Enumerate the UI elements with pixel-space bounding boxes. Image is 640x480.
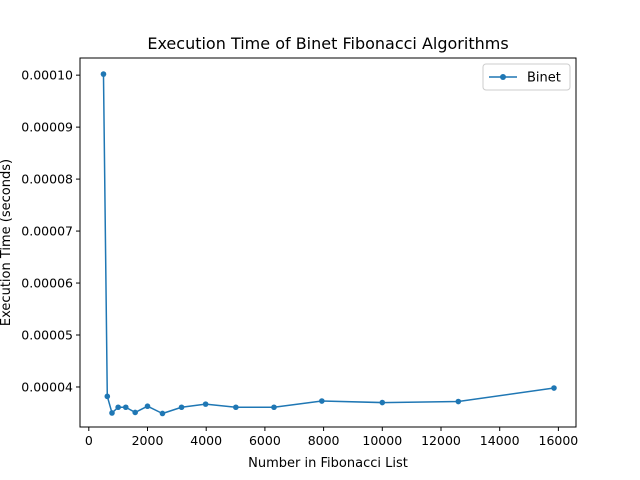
data-point [379,399,386,406]
data-point [319,398,325,404]
x-tick-label: 14000 [480,433,520,448]
x-tick-label: 16000 [539,433,579,448]
x-tick-label: 12000 [421,433,461,448]
legend-label-binet: Binet [527,71,561,86]
data-point [100,71,107,77]
data-point [115,404,121,411]
series-layer [100,71,557,417]
y-tick-label: 0.00009 [21,120,73,135]
data-point [271,404,277,411]
data-point [104,393,111,400]
y-tick-label: 0.00007 [21,224,73,239]
legend-box [482,63,571,91]
x-tick-label: 8000 [308,433,340,448]
x-tick-label: 2000 [132,433,164,448]
data-point [178,404,185,411]
y-axis-ticks: 0.00004 0.00005 0.00006 0.00007 0.00008 0.000… [21,68,80,394]
x-axis-ticks: 0 2000 4000 6000 8000 10000 12000 14000 16000 [85,427,578,448]
series-line-binet [102,74,555,415]
y-tick-label: 0.00005 [21,328,73,343]
x-tick-label: 10000 [362,433,402,448]
y-tick-label: 0.00004 [21,379,73,394]
x-axis-label: Number in Fibonacci List [248,456,408,471]
data-point [144,403,151,410]
x-tick-label: 4000 [190,433,222,448]
axes-frame [79,57,577,428]
data-point [132,409,138,416]
x-tick-label: 0 [85,433,93,448]
x-tick-label: 6000 [249,433,281,448]
data-point [159,410,166,417]
y-tick-label: 0.00010 [21,68,73,83]
data-point [122,404,129,411]
data-point [233,404,239,411]
y-tick-label: 0.00008 [21,172,73,187]
data-point [551,385,557,391]
legend: Binet [482,63,571,91]
legend-marker-swatch [500,74,506,80]
y-axis-label: Execution Time (seconds) [0,159,14,326]
y-tick-label: 0.00006 [21,276,73,291]
chart-title: Execution Time of Binet Fibonacci Algori… [147,34,508,53]
data-point [455,398,462,405]
data-point [109,410,115,416]
data-point [202,401,209,407]
